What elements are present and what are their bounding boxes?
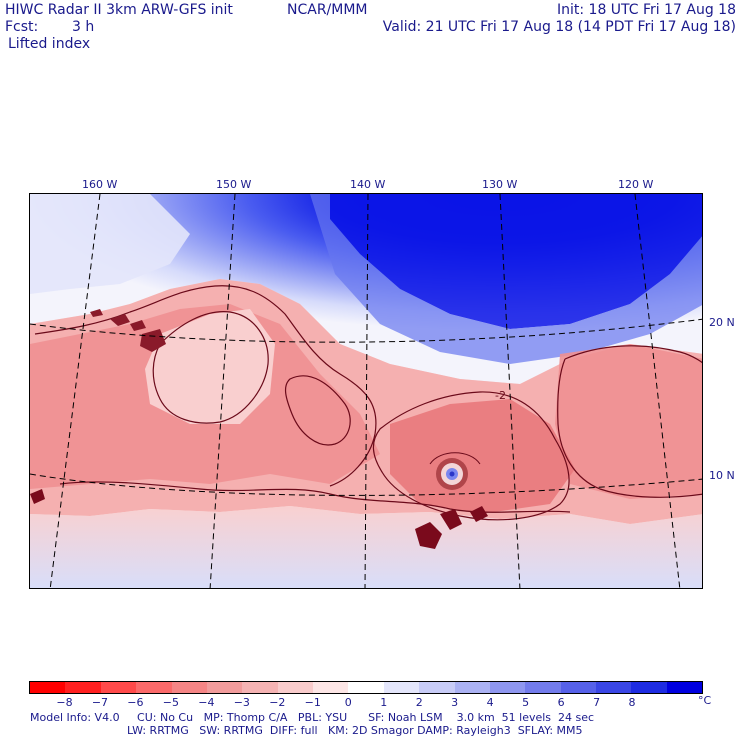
lon-label-160w: 160 W — [82, 178, 118, 191]
colorbar-swatch — [454, 682, 490, 693]
lon-label-150w: 150 W — [216, 178, 252, 191]
colorbar-swatch — [277, 682, 313, 693]
colorbar-tick-label: −7 — [91, 696, 109, 709]
colorbar-swatch — [65, 682, 101, 693]
colorbar-swatch — [525, 682, 561, 693]
colorbar-tick-label: 1 — [380, 696, 388, 709]
graticule — [30, 194, 702, 588]
light-pocket — [145, 309, 275, 424]
unstable-core-center — [390, 399, 575, 514]
colorbar-tick-label: −2 — [269, 696, 286, 709]
lifted-index-map: -2 — [29, 193, 703, 589]
colorbar-tick-label: 0 — [344, 696, 352, 709]
hurricane-feature — [429, 452, 481, 490]
colorbar-tick-label: 2 — [415, 696, 423, 709]
contour-lines — [34, 285, 702, 521]
lon-label-140w: 140 W — [350, 178, 386, 191]
field-name: Lifted index — [8, 36, 91, 52]
colorbar-tick-label: −5 — [162, 696, 179, 709]
west-light-region — [30, 194, 190, 294]
colorbar-swatch — [419, 682, 455, 693]
colorbar-swatch — [136, 682, 172, 693]
unstable-core-east — [555, 344, 702, 499]
colorbar-tick-label: −4 — [198, 696, 215, 709]
model-title: HIWC Radar II 3km ARW-GFS init — [5, 2, 233, 18]
hawaiian-islands — [90, 309, 166, 352]
colorbar-swatch — [313, 682, 349, 693]
convective-cells — [30, 489, 488, 549]
contour-label: -2 — [495, 389, 506, 402]
colorbar-swatch — [560, 682, 596, 693]
colorbar-tick-label: −1 — [304, 696, 321, 709]
colorbar-swatch — [206, 682, 243, 693]
colorbar-swatch — [489, 682, 526, 693]
colorbar-swatch — [242, 682, 278, 693]
model-info-line1: Model Info: V4.0 CU: No Cu MP: Thomp C/A… — [30, 711, 595, 724]
colorbar-tick-label: −6 — [127, 696, 144, 709]
colorbar-tick-label: −3 — [233, 696, 250, 709]
colorbar-swatch — [30, 682, 66, 693]
colorbar-swatch — [100, 682, 137, 693]
colorbar-tick-label: 3 — [451, 696, 459, 709]
colorbar-swatch — [383, 682, 420, 693]
lat-label-20n: 20 N — [709, 316, 735, 329]
mid-blue-band — [310, 194, 702, 364]
colorbar — [29, 681, 703, 694]
init-time: Init: 18 UTC Fri 17 Aug 18 — [556, 2, 736, 18]
lon-label-130w: 130 W — [482, 178, 518, 191]
lat-label-10n: 10 N — [709, 469, 735, 482]
colorbar-tick-label: 6 — [557, 696, 565, 709]
colorbar-swatch — [666, 682, 703, 693]
colorbar-unit: °C — [698, 694, 712, 707]
lon-label-120w: 120 W — [618, 178, 654, 191]
org-label: NCAR/MMM — [287, 2, 368, 18]
stable-region-south — [30, 506, 702, 588]
fcst-value: 3 h — [72, 19, 95, 35]
model-info-line2: LW: RRTMG SW: RRTMG DIFF: full KM: 2D Sm… — [127, 724, 583, 737]
colorbar-tick-label: 8 — [628, 696, 636, 709]
valid-time: Valid: 21 UTC Fri 17 Aug 18 (14 PDT Fri … — [382, 19, 736, 35]
fcst-label: Fcst: — [5, 19, 39, 35]
deep-blue-core — [330, 194, 702, 329]
map-svg: -2 — [30, 194, 702, 588]
colorbar-swatch — [631, 682, 667, 693]
colorbar-tick-label: 7 — [593, 696, 601, 709]
colorbar-tick-label: −8 — [56, 696, 73, 709]
colorbar-tick-label: 5 — [522, 696, 530, 709]
colorbar-tick-label: 4 — [486, 696, 494, 709]
colorbar-swatch — [348, 682, 384, 693]
colorbar-swatch — [596, 682, 632, 693]
colorbar-swatch — [171, 682, 207, 693]
